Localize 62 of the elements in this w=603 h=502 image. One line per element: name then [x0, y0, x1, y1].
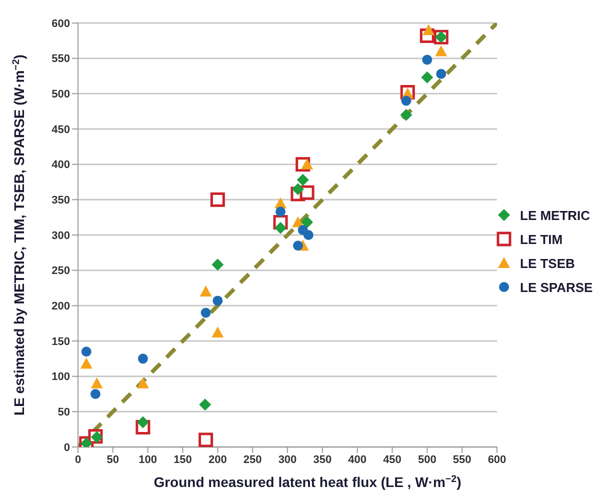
legend-label: LE SPARSE	[520, 280, 593, 294]
point	[292, 183, 304, 196]
point	[436, 68, 446, 79]
point	[292, 240, 303, 251]
legend-label: LE TSEB	[520, 256, 575, 270]
point	[210, 192, 225, 207]
point	[200, 308, 211, 318]
point	[400, 108, 412, 121]
legend-label: LE METRIC	[520, 208, 590, 222]
y-tick-label: 0	[64, 442, 70, 454]
y-tick-label: 50	[58, 406, 70, 419]
y-tick-label: 300	[52, 230, 70, 242]
y-tick-label: 550	[52, 53, 70, 66]
x-axis-title: Ground measured latent heat flux (LE , W·m$^{−2}$)	[154, 474, 462, 490]
x-tick-label: 0	[74, 454, 82, 466]
point	[435, 45, 448, 56]
y-tick-label: 400	[52, 159, 70, 172]
y-tick-label: 600	[52, 18, 70, 30]
point	[401, 96, 412, 106]
point	[212, 258, 224, 271]
y-tick-label: 250	[52, 265, 70, 278]
point	[81, 346, 92, 357]
y-tick-label: 500	[52, 88, 70, 101]
point	[276, 206, 286, 217]
point	[301, 216, 314, 228]
point	[301, 158, 314, 170]
point	[136, 416, 149, 428]
x-tick-label: 350	[313, 454, 332, 466]
point	[198, 432, 214, 447]
x-tick-label: 150	[174, 454, 192, 466]
point	[90, 377, 103, 388]
point	[90, 389, 100, 399]
point	[274, 222, 287, 234]
y-tick-label: 450	[52, 124, 70, 136]
point	[200, 286, 212, 297]
y-tick-label: 200	[52, 300, 70, 313]
legend-label: LE TIM	[520, 232, 563, 246]
x-tick-label: 450	[383, 454, 402, 466]
point	[300, 185, 314, 200]
x-tick-label: 600	[488, 454, 506, 466]
point	[199, 398, 212, 411]
point	[422, 54, 432, 65]
point	[138, 354, 148, 364]
y-tick-label: 100	[52, 371, 70, 384]
x-tick-label: 100	[138, 454, 158, 466]
point	[303, 230, 314, 240]
point	[212, 326, 224, 338]
point	[80, 358, 92, 369]
x-tick-label: 200	[208, 454, 227, 466]
point	[422, 24, 435, 36]
point	[212, 296, 223, 306]
x-tick-label: 500	[418, 454, 436, 466]
point	[296, 174, 309, 186]
point	[136, 377, 149, 388]
y-tick-label: 350	[52, 194, 70, 207]
y-tick-label: 150	[52, 336, 70, 348]
point	[421, 71, 434, 84]
x-tick-label: 50	[106, 454, 120, 466]
x-tick-label: 250	[243, 454, 262, 466]
x-tick-label: 550	[452, 454, 472, 466]
x-tick-label: 400	[348, 454, 367, 466]
x-tick-label: 300	[278, 454, 297, 466]
